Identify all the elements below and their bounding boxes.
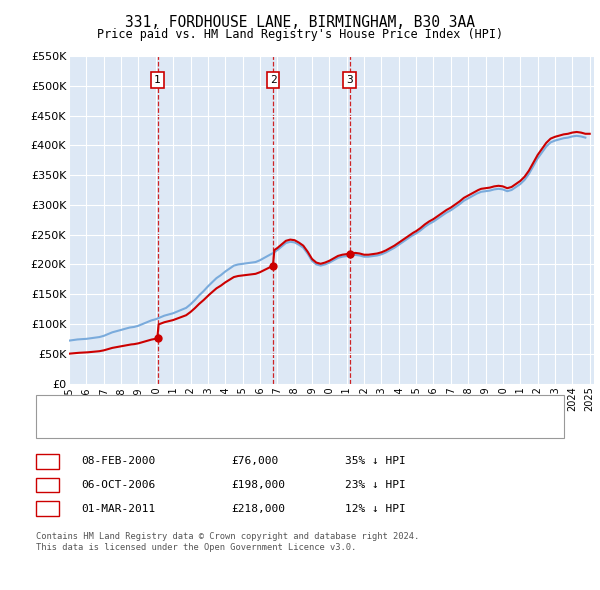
Text: 08-FEB-2000: 08-FEB-2000 — [81, 457, 155, 466]
Text: 3: 3 — [346, 75, 353, 85]
Text: HPI: Average price, detached house, Birmingham: HPI: Average price, detached house, Birm… — [84, 421, 360, 431]
Text: 3: 3 — [44, 504, 51, 513]
Text: 331, FORDHOUSE LANE, BIRMINGHAM, B30 3AA (detached house): 331, FORDHOUSE LANE, BIRMINGHAM, B30 3AA… — [84, 402, 426, 412]
Text: 1: 1 — [154, 75, 161, 85]
Text: 331, FORDHOUSE LANE, BIRMINGHAM, B30 3AA: 331, FORDHOUSE LANE, BIRMINGHAM, B30 3AA — [125, 15, 475, 30]
Text: 01-MAR-2011: 01-MAR-2011 — [81, 504, 155, 513]
Text: 2: 2 — [270, 75, 277, 85]
Text: £198,000: £198,000 — [231, 480, 285, 490]
Text: 1: 1 — [44, 457, 51, 466]
Text: 35% ↓ HPI: 35% ↓ HPI — [345, 457, 406, 466]
Text: £76,000: £76,000 — [231, 457, 278, 466]
Text: Price paid vs. HM Land Registry's House Price Index (HPI): Price paid vs. HM Land Registry's House … — [97, 28, 503, 41]
Text: £218,000: £218,000 — [231, 504, 285, 513]
Text: Contains HM Land Registry data © Crown copyright and database right 2024.
This d: Contains HM Land Registry data © Crown c… — [36, 532, 419, 552]
Text: 06-OCT-2006: 06-OCT-2006 — [81, 480, 155, 490]
Text: 12% ↓ HPI: 12% ↓ HPI — [345, 504, 406, 513]
Text: 2: 2 — [44, 480, 51, 490]
Text: 23% ↓ HPI: 23% ↓ HPI — [345, 480, 406, 490]
